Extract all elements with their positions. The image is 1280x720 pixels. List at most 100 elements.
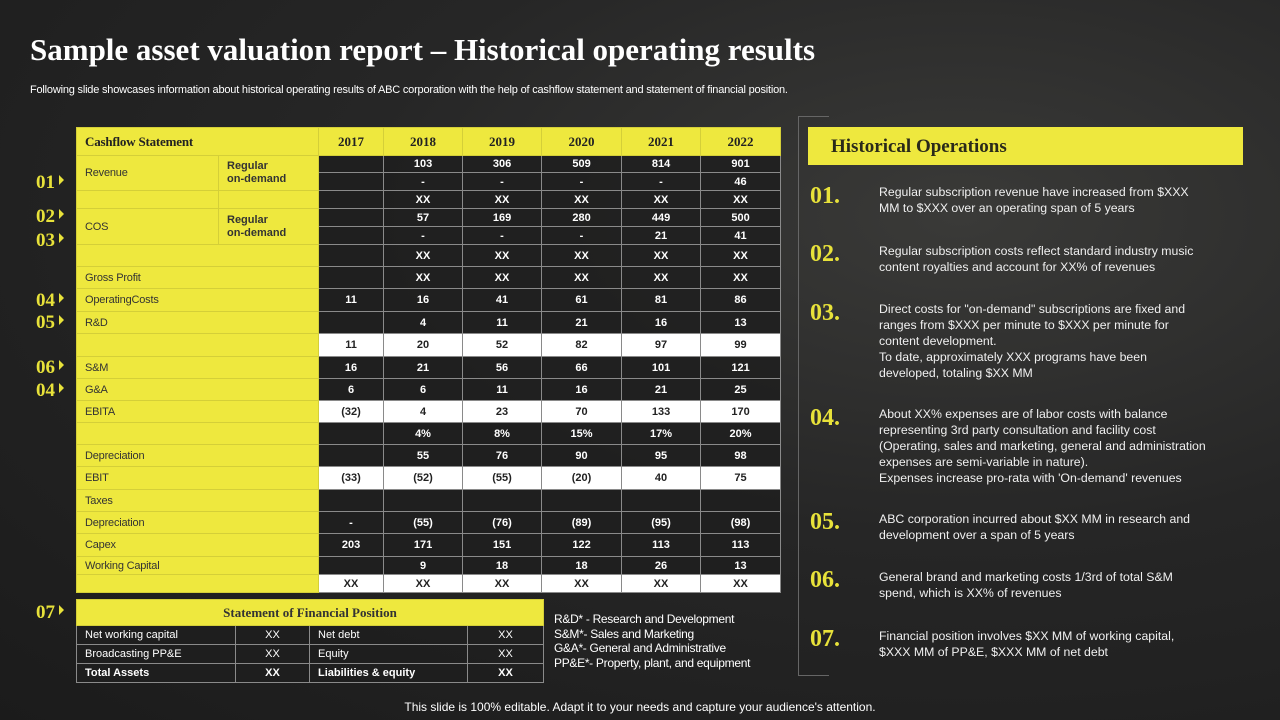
row-label: COS [76,208,219,245]
table-cell: 4 [383,400,464,423]
table-cell: XX [318,574,385,593]
table-cell: XX [383,574,464,593]
table-cell: 26 [621,556,702,575]
table-cell: 55 [383,444,464,467]
marker-number: 03 [36,230,55,251]
table-cell: 52 [462,333,543,357]
table-cell: 97 [621,333,702,357]
table-cell: - [462,226,543,245]
table-row: Revenue Regular on-demand 103 306 509 814 901 [76,155,782,191]
table-cell: 8% [462,422,543,445]
table-cell: 66 [541,356,623,379]
table-cell: XX [541,574,623,593]
table-cell: 70 [541,400,623,423]
table-cell: 21 [383,356,464,379]
table-cell: (95) [621,511,702,534]
table-cell: XX [541,244,623,267]
table-row: Capex 203 171 151 122 113 113 [75,533,782,557]
row-marker: 05 [36,313,64,333]
table-row: OperatingCosts 11 16 41 61 81 86 [75,288,782,312]
table-cell: - [383,172,464,191]
table-cell: 6 [318,378,385,401]
marker-number: 05 [36,312,55,333]
table-row: EBIT (33) (52) (55) (20) 40 75 [75,466,782,490]
table-cell [318,422,385,445]
table-cell: 133 [621,400,702,423]
item-text: About XX% expenses are of labor costs wi… [879,407,1206,485]
table-cell: 99 [700,333,782,357]
panel-border [798,116,829,676]
triangle-right-icon [59,360,64,370]
table-cell: 203 [318,533,385,557]
table-cell: XX [235,625,310,645]
table-cell: 16 [541,378,623,401]
table-cell: - [462,172,543,191]
marker-number: 01 [36,172,55,193]
table-cell: 11 [462,378,543,401]
table-cell: 449 [621,208,702,227]
cashflow-header: Cashflow Statement [75,127,320,156]
table-cell: 17% [621,422,702,445]
row-label: Depreciation [75,511,320,534]
table-cell: 61 [541,288,623,312]
row-label [75,574,320,593]
table-cell: 95 [621,444,702,467]
table-cell: - [541,226,623,245]
table-cell: XX [462,244,543,267]
table-cell [462,489,543,512]
table-cell: Liabilities & equity [309,663,468,683]
item-number: 06. [810,567,840,593]
table-cell: - [621,172,702,191]
table-cell: 113 [700,533,782,557]
row-label: Taxes [75,489,320,512]
row-label: Revenue [76,155,219,191]
row-sublabel: Regular on-demand [217,208,320,245]
year-header: 2017 [318,127,385,156]
row-marker: 06 [36,358,64,378]
abbreviation-legend: R&D* - Research and Development S&M*- Sa… [554,612,750,670]
row-sublabel: Regular on-demand [217,155,320,191]
table-row: Depreciation - (55) (76) (89) (95) (98) [75,511,782,534]
table-cell: Broadcasting PP&E [76,644,236,664]
table-row: - - - -46 [77,172,782,191]
table-cell [383,489,464,512]
table-cell: 11 [318,333,385,357]
row-label: Gross Profit [75,266,320,289]
triangle-right-icon [59,605,64,615]
triangle-right-icon [59,293,64,303]
row-label: Working Capital [75,556,320,575]
table-row: G&A 6 6 11 16 21 25 [75,378,782,401]
table-cell: XX [235,663,310,683]
slide-subtitle: Following slide showcases information ab… [30,84,788,96]
item-text: Regular subscription revenue have increa… [879,185,1189,215]
table-cell: 103 [383,155,464,173]
table-cell: - [541,172,623,191]
table-cell: 11 [462,311,543,334]
row-marker: 02 [36,207,64,227]
table-cell: 101 [621,356,702,379]
table-cell [318,266,385,289]
item-text: Regular subscription costs reflect stand… [879,244,1194,274]
table-cell: 40 [621,466,702,490]
table-cell: (76) [462,511,543,534]
item-number: 01. [810,183,840,209]
table-cell: (33) [318,466,385,490]
table-cell [318,444,385,467]
table-cell [700,489,782,512]
table-cell: Total Assets [76,663,236,683]
row-marker: 04 [36,381,64,401]
table-cell: 46 [700,172,782,191]
row-label: Depreciation [75,444,320,467]
year-header: 2020 [541,127,623,156]
table-cell: 16 [318,356,385,379]
legend-item: PP&E*- Property, plant, and equipment [554,655,751,670]
table-cell: 21 [541,311,623,334]
table-cell: XX [621,244,702,267]
table-cell: XX [462,190,543,209]
table-cell: - [383,226,464,245]
table-cell: XX [621,266,702,289]
slide-title: Sample asset valuation report – Historic… [30,32,816,67]
table-row: - - -21 41 [77,226,782,245]
item-text: Direct costs for "on-demand" subscriptio… [879,302,1186,380]
row-label [75,244,320,267]
